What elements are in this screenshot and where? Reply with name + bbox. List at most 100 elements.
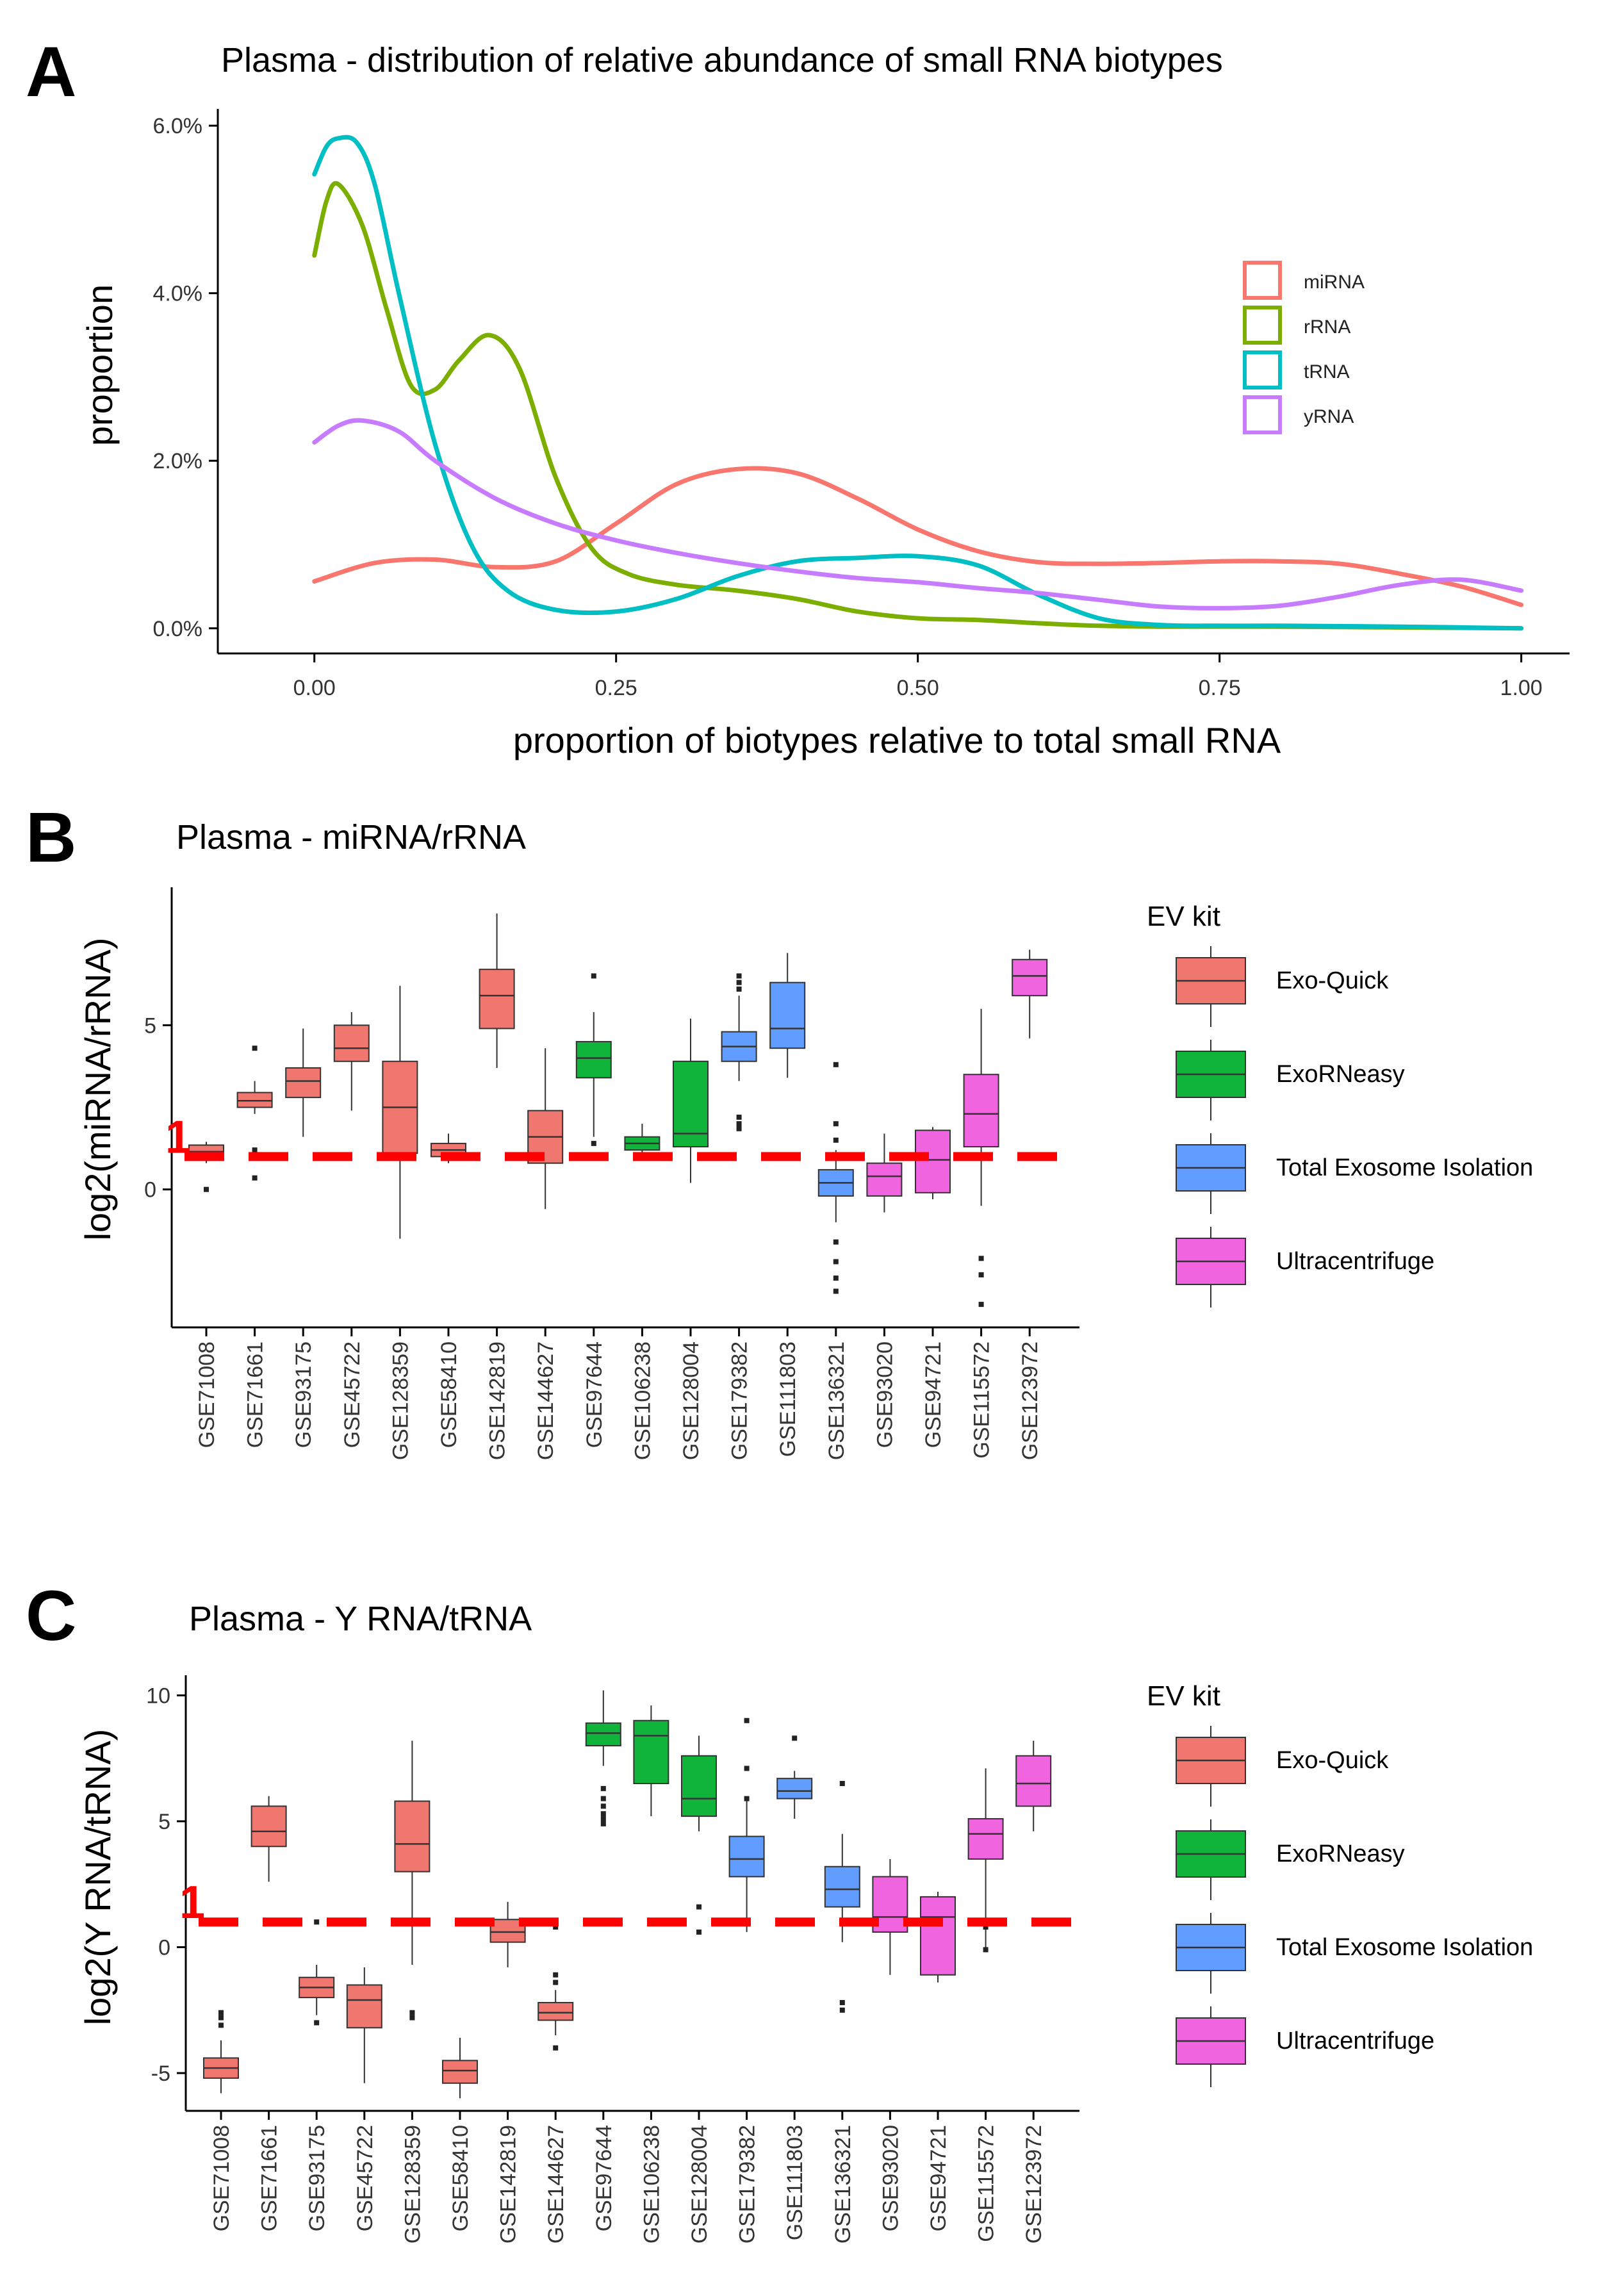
- box-GSE128004: [673, 1060, 709, 1148]
- panel-c-x-tick-label: GSE93020: [878, 2125, 903, 2231]
- box-GSE71661: [236, 1092, 273, 1108]
- box-outlier: [600, 1785, 606, 1791]
- panel-b-x-tick-label: GSE179382: [728, 1341, 752, 1460]
- panel-b-x-tick-label: GSE94721: [921, 1341, 946, 1448]
- panel-c-y-tick-label: -5: [151, 2062, 170, 2086]
- box-GSE142819: [479, 969, 515, 1029]
- panel-a-x-tick-label: 0.25: [595, 676, 637, 700]
- box-outlier: [218, 2022, 224, 2028]
- panel-c-x-tick-label: GSE136321: [831, 2125, 855, 2243]
- box-outlier: [591, 1140, 596, 1146]
- box-outlier: [978, 1272, 984, 1277]
- threshold-label: 1: [165, 1111, 191, 1163]
- panel-c-boxes: [203, 1690, 1052, 2099]
- box-GSE115572: [963, 1074, 999, 1148]
- box-outlier: [839, 1781, 845, 1787]
- box-GSE93175: [285, 1067, 322, 1099]
- panel-c-x-tick-label: GSE58410: [448, 2125, 473, 2231]
- legend-title: EV kit: [1147, 1680, 1220, 1712]
- box-GSE58410: [442, 2060, 478, 2084]
- panel-b-y-axis-label: log2(miRNA/rRNA): [78, 938, 118, 1241]
- panel-a-y-ticks: 0.0% 2.0% 4.0% 6.0%: [153, 114, 218, 641]
- panel-c-x-tick-label: GSE144627: [544, 2125, 568, 2243]
- box-outlier: [409, 2010, 415, 2015]
- panel-a-legend-label-trna: tRNA: [1304, 361, 1350, 382]
- panel-a-legend-label-rrna: rRNA: [1304, 316, 1350, 338]
- box-outlier: [978, 1256, 984, 1261]
- panel-c-x-tick-label: GSE93175: [305, 2125, 329, 2231]
- box-GSE111803: [776, 1778, 813, 1800]
- box-outlier: [744, 1796, 750, 1801]
- panel-b-x-tick-label: GSE144627: [534, 1341, 558, 1460]
- box-outlier: [218, 2010, 224, 2015]
- panel-c-y-tick-label: 0: [158, 1936, 170, 1960]
- box-outlier: [252, 1046, 258, 1051]
- legend-label-exorneasy: ExoRNeasy: [1276, 1841, 1405, 1867]
- panel-c: C Plasma - Y RNA/tRNA log2(Y RNA/tRNA) -…: [26, 1577, 1533, 2243]
- box-outlier: [553, 2045, 559, 2051]
- box-GSE106238: [633, 1719, 669, 1785]
- box-GSE71661: [250, 1805, 287, 1848]
- panel-b-x-tick-label: GSE115572: [970, 1341, 994, 1459]
- panel-b-x-ticks: GSE71008 GSE71661 GSE93175 GSE45722 GSE12835…: [195, 1327, 1042, 1460]
- panel-b-title: Plasma - miRNA/rRNA: [176, 818, 526, 857]
- panel-c-x-tick-label: GSE179382: [735, 2125, 760, 2243]
- panel-a-legend-swatch-yrna: [1243, 395, 1282, 434]
- panel-b-y-tick-label: 5: [144, 1013, 156, 1038]
- panel-b-y-ticks: 05: [144, 1013, 172, 1202]
- panel-a-x-axis-label: proportion of biotypes relative to total…: [513, 720, 1281, 760]
- panel-letter-c: C: [26, 1577, 76, 1655]
- panel-c-y-tick-label: 10: [146, 1684, 170, 1708]
- box-outlier: [839, 2007, 845, 2013]
- box-outlier: [600, 1796, 606, 1801]
- panel-c-x-tick-label: GSE97644: [592, 2125, 616, 2231]
- box-outlier: [736, 980, 742, 985]
- panel-letter-b: B: [26, 798, 76, 877]
- box-GSE111803: [769, 981, 806, 1049]
- panel-c-x-tick-label: GSE71661: [258, 2125, 282, 2231]
- panel-c-x-tick-label: GSE128004: [687, 2125, 712, 2243]
- box-outlier: [736, 986, 742, 992]
- box-outlier: [600, 1816, 606, 1822]
- panel-a-legend-label-yrna: yRNA: [1304, 406, 1354, 427]
- box-outlier: [833, 1121, 839, 1127]
- panel-b-x-tick-label: GSE45722: [340, 1341, 365, 1448]
- panel-b-x-tick-label: GSE93020: [873, 1341, 897, 1448]
- panel-a-y-tick-label: 6.0%: [153, 114, 203, 138]
- panel-b-x-tick-label: GSE142819: [486, 1341, 510, 1460]
- box-GSE94721: [915, 1129, 951, 1193]
- box-GSE123972: [1015, 1755, 1052, 1807]
- box-outlier: [600, 1821, 606, 1826]
- panel-b-x-tick-label: GSE93175: [291, 1341, 316, 1448]
- panel-c-x-tick-label: GSE45722: [353, 2125, 377, 2231]
- panel-a-x-tick-label: 0.50: [897, 676, 939, 700]
- panel-a-line-yrna: [312, 418, 1524, 611]
- panel-b-x-tick-label: GSE106238: [630, 1341, 655, 1460]
- panel-a-x-tick-label: 1.00: [1500, 676, 1543, 700]
- box-outlier: [600, 1811, 606, 1817]
- panel-c-title: Plasma - Y RNA/tRNA: [189, 1600, 532, 1638]
- box-GSE128359: [394, 1800, 431, 1873]
- panel-c-x-tick-label: GSE128359: [400, 2125, 425, 2243]
- panel-b-boxes: [188, 914, 1048, 1308]
- panel-a-title: Plasma - distribution of relative abunda…: [221, 41, 1223, 79]
- box-outlier: [833, 1288, 839, 1294]
- panel-c-y-axis-label: log2(Y RNA/tRNA): [78, 1729, 118, 2026]
- box-GSE45722: [346, 1984, 382, 2029]
- panel-b-x-tick-label: GSE111803: [776, 1341, 800, 1457]
- box-outlier: [833, 1137, 839, 1143]
- box-outlier: [833, 1062, 839, 1067]
- box-outlier: [744, 1766, 750, 1771]
- box-outlier: [833, 1259, 839, 1265]
- box-outlier: [792, 1735, 798, 1741]
- panel-a-legend-swatch-mirna: [1243, 261, 1282, 300]
- panel-b-x-tick-label: GSE71661: [243, 1341, 268, 1448]
- panel-c-x-tick-label: GSE94721: [926, 2125, 951, 2231]
- panel-b-x-tick-label: GSE136321: [825, 1341, 849, 1460]
- box-GSE179382: [728, 1835, 765, 1878]
- box-outlier: [204, 1186, 209, 1192]
- legend-label-ultracentrifuge: Ultracentrifuge: [1276, 1248, 1434, 1275]
- box-GSE97644: [585, 1722, 621, 1747]
- legend-label-exo-quick: Exo-Quick: [1276, 1747, 1389, 1774]
- box-outlier: [983, 1924, 989, 1930]
